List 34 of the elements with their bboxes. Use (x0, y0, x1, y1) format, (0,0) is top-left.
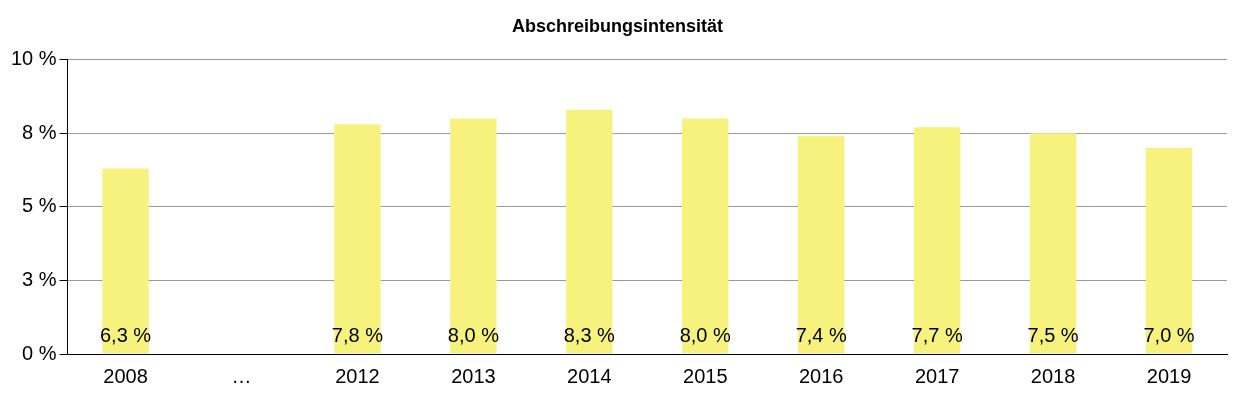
x-tick-label: 2017 (914, 364, 960, 387)
x-tick-label: 2018 (1030, 364, 1076, 387)
y-tick-label: 5 % (22, 194, 57, 217)
bar (1145, 147, 1193, 354)
chart-title: Abschreibungsintensität (511, 15, 724, 36)
bar (450, 118, 497, 354)
y-tick-label: 8 % (22, 120, 57, 143)
data-label: 8,3 % (563, 323, 616, 346)
data-label: 8,0 % (679, 323, 732, 346)
x-tick-label: 2015 (683, 364, 728, 387)
x-tick-label: 2019 (1146, 364, 1192, 387)
data-label: 7,7 % (911, 323, 963, 346)
bar (913, 127, 961, 354)
x-tick-label: 2016 (798, 364, 844, 387)
x-tick-label: 2014 (567, 364, 612, 387)
y-tick-label: 3 % (22, 267, 57, 290)
bar (798, 136, 845, 354)
x-tick-label: 2013 (451, 364, 496, 387)
data-label: 7,8 % (331, 323, 384, 346)
y-tick-label: 10 % (10, 47, 57, 70)
data-label: 6,3 % (99, 323, 152, 346)
x-tick-label: … (231, 364, 252, 387)
bar (566, 109, 613, 354)
bar (682, 118, 729, 354)
data-label: 8,0 % (447, 323, 500, 346)
y-tick-label: 0 % (22, 341, 57, 364)
data-label: 7,0 % (1143, 323, 1195, 346)
bar (102, 168, 149, 354)
data-label: 7,5 % (1027, 323, 1079, 346)
bar (1029, 133, 1077, 354)
bar (334, 124, 381, 354)
x-tick-label: 2008 (103, 364, 148, 387)
data-label: 7,4 % (795, 323, 847, 346)
x-tick-label: 2012 (335, 364, 380, 387)
